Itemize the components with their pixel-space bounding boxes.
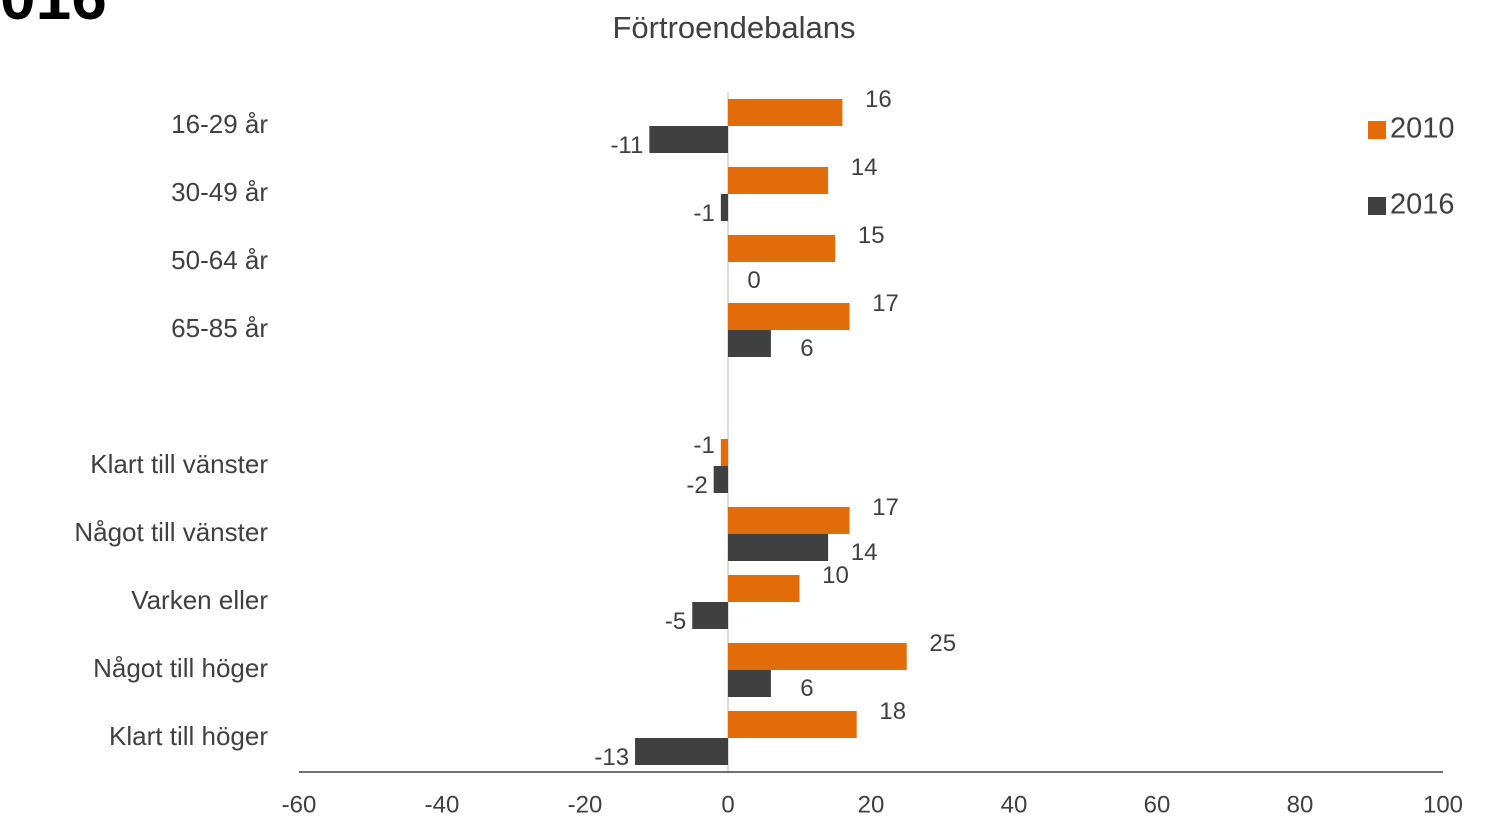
chart-title: Förtroendebalans [613,10,856,45]
bar [713,466,728,493]
data-label: 18 [879,698,906,725]
x-tick-label: -40 [425,791,460,818]
bar [720,194,728,221]
bar [728,711,857,738]
bar [728,643,907,670]
y-tick-label: 50-64 år [171,245,268,275]
data-label: 15 [858,222,885,249]
bar [728,167,829,194]
data-label: -13 [594,744,629,771]
y-tick-label: Klart till vänster [90,449,268,479]
data-label: -5 [665,608,686,635]
y-tick-label: 65-85 år [171,313,268,343]
corner-text: 016 [0,0,107,33]
data-label: -1 [694,200,715,227]
bar [635,738,728,765]
legend-label: 2010 [1390,113,1455,145]
legend-label: 2016 [1390,189,1455,221]
bar [649,126,728,153]
x-tick-label: 40 [1001,791,1028,818]
x-tick-label: -60 [282,791,317,818]
bar [720,439,728,466]
bar [728,507,850,534]
data-label: 17 [872,290,899,317]
x-tick-label: 20 [858,791,885,818]
bar [728,534,829,561]
data-label: 14 [851,154,878,181]
bar [728,99,843,126]
bar [728,303,850,330]
x-tick-label: 0 [721,791,734,818]
data-label: 17 [872,494,899,521]
data-label: 6 [800,335,813,362]
x-tick-label: 60 [1144,791,1171,818]
bar [728,235,836,262]
data-label: -11 [610,132,643,159]
y-tick-label: Klart till höger [109,721,268,751]
x-tick-label: -20 [568,791,603,818]
y-tick-label: Något till vänster [74,517,268,547]
data-label: 25 [929,630,956,657]
data-label: 10 [822,562,849,589]
y-tick-label: Varken eller [131,585,268,615]
bar [728,575,800,602]
x-tick-label: 80 [1287,791,1314,818]
data-label: -2 [686,472,707,499]
y-tick-label: 16-29 år [171,109,268,139]
bar [728,330,771,357]
legend-swatch [1368,197,1386,215]
data-label: 0 [747,267,760,294]
y-tick-label: Något till höger [93,653,268,683]
x-tick-label: 100 [1423,791,1463,818]
y-tick-label: 30-49 år [171,177,268,207]
data-label: 6 [800,675,813,702]
data-label: 14 [851,539,878,566]
legend-swatch [1368,121,1386,139]
bar [728,670,771,697]
data-label: -1 [694,432,715,459]
data-label: 16 [865,86,892,113]
bar [692,602,728,629]
